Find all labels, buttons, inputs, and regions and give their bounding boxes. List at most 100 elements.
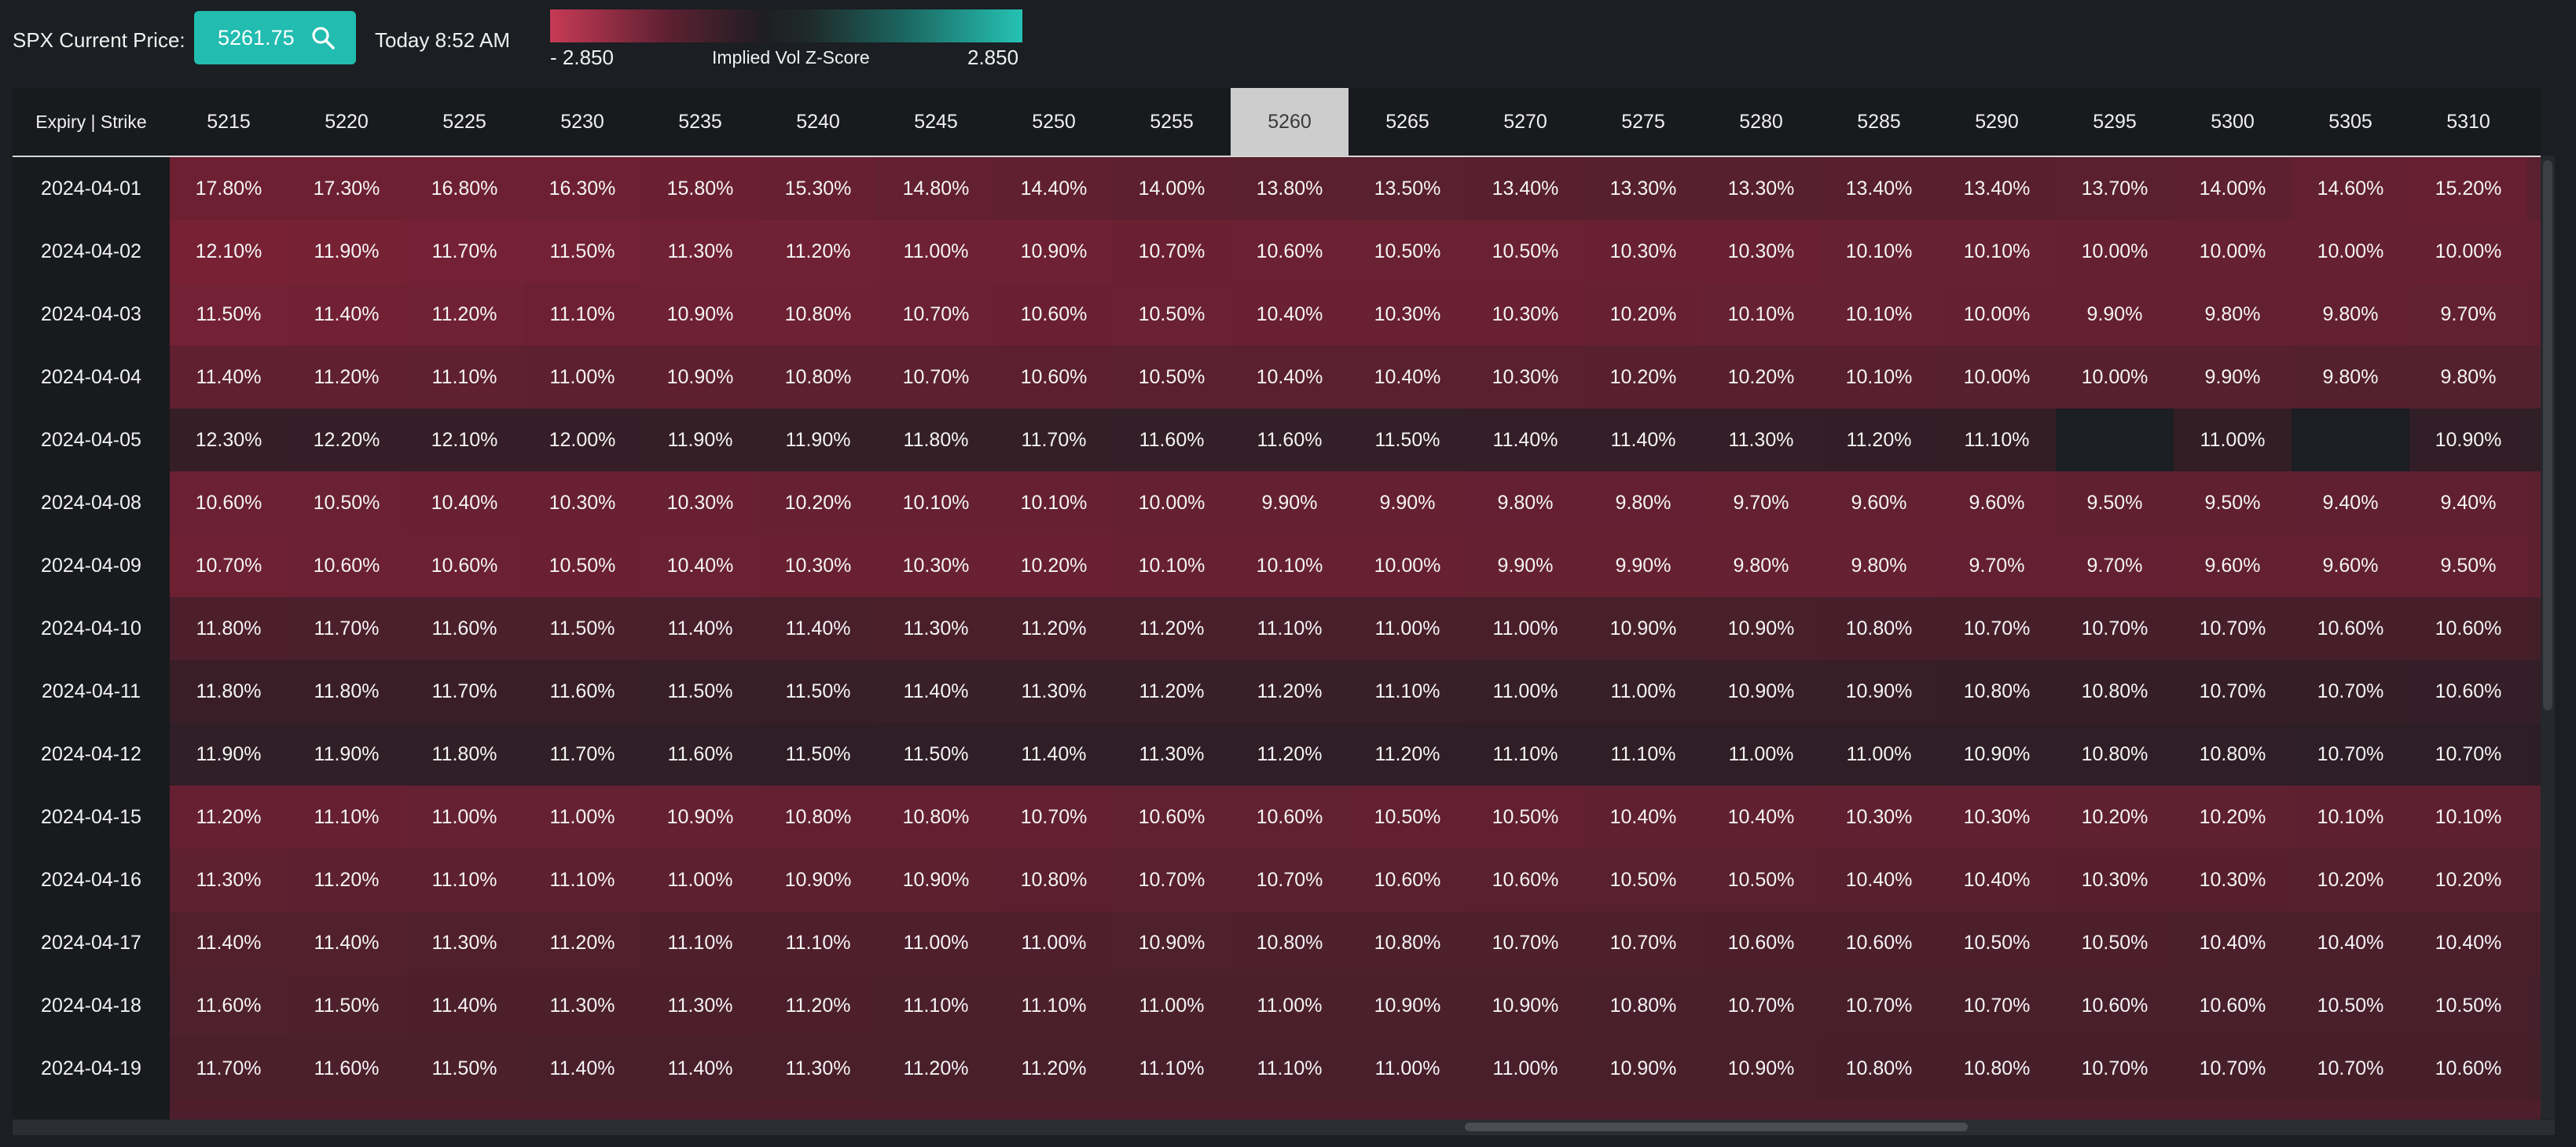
iv-cell[interactable]: 10.90% bbox=[641, 346, 759, 409]
iv-cell[interactable]: 10.50% bbox=[1702, 848, 1820, 911]
iv-cell[interactable]: 9.70% bbox=[1938, 534, 2056, 597]
iv-cell[interactable]: 11.10% bbox=[1938, 409, 2056, 471]
iv-cell[interactable]: 11.50% bbox=[523, 597, 641, 660]
iv-cell[interactable]: 10.80% bbox=[877, 786, 995, 848]
iv-cell[interactable]: 10.80% bbox=[1584, 974, 1702, 1037]
iv-cell[interactable]: 10.30% bbox=[1466, 283, 1584, 346]
iv-cell[interactable]: 10.10% bbox=[2292, 786, 2409, 848]
iv-cell[interactable]: 10.80% bbox=[995, 848, 1113, 911]
iv-cell[interactable]: 10.50% bbox=[288, 471, 405, 534]
iv-cell[interactable]: 10.80% bbox=[759, 786, 877, 848]
iv-cell[interactable]: 11.00% bbox=[523, 346, 641, 409]
iv-cell[interactable]: 10.50% bbox=[2292, 974, 2409, 1037]
iv-cell[interactable]: 10.20% bbox=[2409, 848, 2527, 911]
strike-header[interactable]: 5285 bbox=[1857, 110, 1901, 133]
iv-cell[interactable]: 11.10% bbox=[1584, 723, 1702, 786]
iv-cell[interactable]: 12.20% bbox=[288, 409, 405, 471]
iv-cell[interactable]: 9.70% bbox=[2056, 534, 2174, 597]
iv-cell[interactable]: 11.40% bbox=[1584, 409, 1702, 471]
iv-cell[interactable]: 11.70% bbox=[995, 409, 1113, 471]
horizontal-scroll-thumb[interactable] bbox=[1465, 1123, 1968, 1131]
iv-cell[interactable]: 17.30% bbox=[288, 157, 405, 220]
iv-cell[interactable]: 11.00% bbox=[1466, 660, 1584, 723]
vertical-scroll-thumb[interactable] bbox=[2543, 160, 2552, 710]
strike-header[interactable]: 5225 bbox=[442, 110, 486, 133]
iv-cell[interactable]: 10.90% bbox=[641, 283, 759, 346]
iv-cell[interactable]: 9.80% bbox=[1702, 534, 1820, 597]
strike-header[interactable]: 5250 bbox=[1032, 110, 1076, 133]
iv-cell[interactable]: 11.30% bbox=[523, 974, 641, 1037]
iv-cell[interactable]: 13.50% bbox=[1349, 157, 1466, 220]
iv-cell[interactable]: 9.60% bbox=[1938, 471, 2056, 534]
iv-cell[interactable]: 11.30% bbox=[1702, 409, 1820, 471]
iv-cell[interactable]: 9.40% bbox=[2292, 471, 2409, 534]
iv-cell[interactable]: 9.60% bbox=[2174, 534, 2292, 597]
iv-cell[interactable]: 10.60% bbox=[2174, 974, 2292, 1037]
iv-cell[interactable]: 11.20% bbox=[759, 220, 877, 283]
iv-cell[interactable]: 11.10% bbox=[759, 911, 877, 974]
iv-cell[interactable]: 11.80% bbox=[288, 660, 405, 723]
iv-cell[interactable]: 10.00% bbox=[2056, 346, 2174, 409]
iv-cell[interactable]: 11.60% bbox=[170, 974, 288, 1037]
iv-cell[interactable]: 10.80% bbox=[1938, 1037, 2056, 1100]
iv-cell[interactable]: 10.60% bbox=[2292, 597, 2409, 660]
iv-cell[interactable]: 10.10% bbox=[2409, 786, 2527, 848]
iv-cell[interactable]: 10.20% bbox=[995, 534, 1113, 597]
strike-header[interactable]: 5300 bbox=[2211, 110, 2255, 133]
strike-header[interactable]: 5240 bbox=[796, 110, 840, 133]
iv-cell[interactable]: 11.20% bbox=[995, 597, 1113, 660]
iv-cell[interactable]: 11.00% bbox=[1466, 597, 1584, 660]
iv-cell[interactable]: 9.80% bbox=[2409, 346, 2527, 409]
iv-cell[interactable]: 11.40% bbox=[405, 974, 523, 1037]
iv-cell[interactable]: 11.20% bbox=[877, 1037, 995, 1100]
iv-cell[interactable]: 11.80% bbox=[170, 597, 288, 660]
iv-cell[interactable]: 11.00% bbox=[523, 786, 641, 848]
iv-cell[interactable]: 10.70% bbox=[2292, 723, 2409, 786]
iv-cell[interactable]: 10.90% bbox=[1466, 974, 1584, 1037]
iv-cell[interactable]: 13.70% bbox=[2056, 157, 2174, 220]
iv-cell[interactable]: 11.40% bbox=[288, 911, 405, 974]
iv-cell[interactable]: 10.40% bbox=[1820, 848, 1938, 911]
iv-cell[interactable]: 11.20% bbox=[1820, 409, 1938, 471]
iv-cell[interactable]: 10.30% bbox=[759, 534, 877, 597]
iv-cell[interactable]: 17.80% bbox=[170, 157, 288, 220]
iv-cell[interactable]: 11.40% bbox=[523, 1037, 641, 1100]
iv-cell[interactable]: 10.40% bbox=[2409, 911, 2527, 974]
iv-cell[interactable]: 10.90% bbox=[2409, 409, 2527, 471]
iv-cell[interactable]: 11.20% bbox=[170, 786, 288, 848]
iv-cell[interactable]: 11.10% bbox=[288, 786, 405, 848]
iv-cell[interactable]: 11.10% bbox=[405, 346, 523, 409]
iv-cell[interactable]: 13.30% bbox=[1702, 157, 1820, 220]
iv-cell[interactable]: 11.60% bbox=[641, 723, 759, 786]
iv-cell[interactable]: 14.80% bbox=[877, 157, 995, 220]
iv-cell[interactable]: 9.90% bbox=[2056, 283, 2174, 346]
iv-cell[interactable]: 10.60% bbox=[2056, 974, 2174, 1037]
iv-cell[interactable]: 11.10% bbox=[1349, 660, 1466, 723]
iv-cell[interactable]: 10.70% bbox=[1113, 848, 1231, 911]
iv-cell[interactable]: 12.10% bbox=[405, 409, 523, 471]
iv-cell[interactable]: 10.70% bbox=[2292, 1037, 2409, 1100]
iv-cell[interactable]: 11.00% bbox=[1113, 974, 1231, 1037]
iv-cell[interactable]: 10.30% bbox=[1938, 786, 2056, 848]
iv-cell[interactable]: 10.70% bbox=[1231, 848, 1349, 911]
iv-cell[interactable]: 10.50% bbox=[1584, 848, 1702, 911]
iv-cell[interactable]: 11.10% bbox=[1113, 1037, 1231, 1100]
iv-cell[interactable]: 10.40% bbox=[1349, 346, 1466, 409]
iv-cell[interactable]: 10.60% bbox=[2409, 660, 2527, 723]
iv-cell[interactable]: 11.70% bbox=[523, 723, 641, 786]
iv-cell[interactable]: 9.80% bbox=[1820, 534, 1938, 597]
iv-cell[interactable]: 10.00% bbox=[1938, 346, 2056, 409]
vertical-scrollbar[interactable] bbox=[2541, 156, 2555, 1119]
iv-cell[interactable]: 10.50% bbox=[1466, 220, 1584, 283]
iv-cell[interactable]: 11.00% bbox=[1820, 723, 1938, 786]
iv-cell[interactable]: 11.20% bbox=[288, 848, 405, 911]
iv-cell[interactable]: 10.50% bbox=[1466, 786, 1584, 848]
iv-cell[interactable]: 10.10% bbox=[1820, 283, 1938, 346]
strike-header[interactable]: 5265 bbox=[1385, 110, 1429, 133]
iv-cell[interactable]: 11.00% bbox=[2174, 409, 2292, 471]
iv-cell[interactable]: 11.90% bbox=[641, 409, 759, 471]
iv-cell[interactable]: 10.60% bbox=[170, 471, 288, 534]
iv-cell[interactable]: 11.10% bbox=[523, 283, 641, 346]
iv-cell[interactable]: 10.80% bbox=[1349, 911, 1466, 974]
iv-cell[interactable]: 11.40% bbox=[170, 911, 288, 974]
